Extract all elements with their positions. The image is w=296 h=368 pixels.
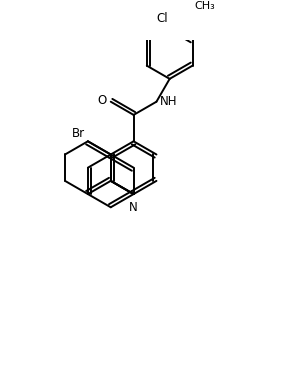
Text: Br: Br [72, 127, 85, 140]
Text: Cl: Cl [157, 12, 168, 25]
Text: O: O [97, 94, 106, 107]
Text: N: N [129, 201, 138, 213]
Text: CH₃: CH₃ [194, 1, 215, 11]
Text: NH: NH [160, 95, 178, 108]
